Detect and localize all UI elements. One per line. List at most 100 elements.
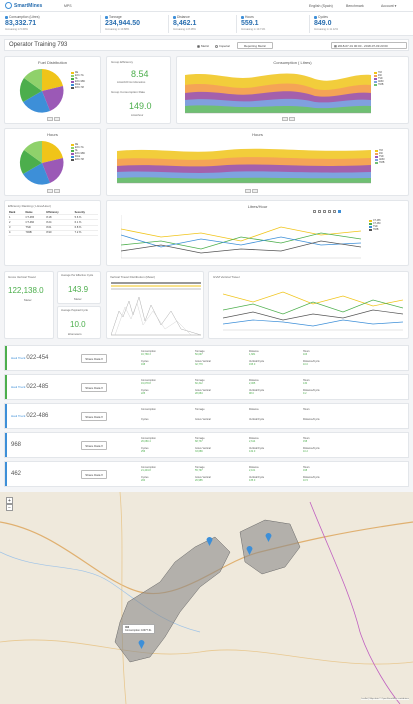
zoom-icon[interactable]	[313, 210, 316, 213]
map-attribution[interactable]: Leaflet | Map data © OpenStreetMap contr…	[361, 698, 409, 700]
consumption-chart-controls[interactable]	[282, 117, 295, 121]
lph-chart-title: Litres/Hour	[247, 204, 268, 209]
vt-distribution-chart[interactable]	[111, 281, 201, 337]
truck-row[interactable]: Haul Truck 022-485 Share Data ▾ Consumpti…	[4, 374, 409, 400]
column-header[interactable]: Name	[24, 210, 46, 216]
table-row[interactable]: 4 793B 8.90 7.2 %	[8, 230, 98, 236]
column-header[interactable]: Efficiency	[45, 210, 74, 216]
list-icon[interactable]	[245, 189, 251, 193]
lph-legend: CT-465 CT-460 TSD 793B	[369, 219, 381, 231]
gvm-vertical-title: GVM Vertical Travel	[213, 275, 240, 279]
avg-payload-label: Average Payload Cycle	[61, 309, 88, 312]
truck-row[interactable]: Haul Truck 022-486 Share Data ▾ Consumpti…	[4, 403, 409, 429]
share-data-button[interactable]: Share Data ▾	[81, 383, 107, 392]
share-data-button[interactable]: Share Data ▾	[81, 441, 107, 450]
kpi-distance: Distance 8,462.1 Increasing in 8.28%	[173, 15, 197, 31]
gross-vertical-panel: Gross Vertical Travel 122,138.0 Meter	[4, 271, 54, 339]
calendar-icon: ▦	[334, 44, 337, 48]
gross-vertical-title: Gross Vertical Travel	[8, 275, 36, 279]
map-marker-icon[interactable]	[206, 536, 213, 546]
nav-mps[interactable]: MPS	[64, 4, 72, 8]
zoom-out-button[interactable]: −	[6, 504, 13, 511]
avg-cycle-value: 143.9	[68, 285, 89, 294]
table-row[interactable]: 3 TSD 8.61 6.8 %	[8, 225, 98, 231]
efficiency-panel: Group Efficiency 8.54 Litres/100 ton kil…	[106, 56, 171, 124]
hours-chart-panel: Hours 793 460 TSD AMM 793B	[106, 128, 409, 196]
truck-row[interactable]: Haul Truck 022-454 Share Data ▾ Consumpti…	[4, 345, 409, 371]
lph-line-chart[interactable]	[121, 215, 361, 259]
map-view[interactable]: + − 462 Consumption: 16977.6L Leaflet | …	[0, 492, 413, 704]
date-range-picker[interactable]: ▦ 2018-07-01 00:00 - 2018-07-09 23:00	[331, 42, 407, 49]
nav-benchmark[interactable]: Benchmark	[346, 4, 364, 8]
radio-imperial[interactable]: Imperial	[215, 44, 230, 48]
hours-chart-legend: 793 460 TSD AMM 793B	[375, 149, 384, 164]
fuel-legend: DE EXC-TG NL EXC-SBC IDLE EXC-TM	[71, 71, 85, 89]
list-icon[interactable]	[47, 189, 53, 193]
map-marker-icon[interactable]	[138, 639, 145, 649]
truck-row[interactable]: 968 Share Data ▾ Consumption 26,080.4 Ton…	[4, 432, 409, 458]
avg-cycle-panel: Average Per Effective Cycle 143.9 Meter	[57, 271, 101, 304]
clock-icon	[241, 15, 244, 19]
nav-account[interactable]: Account ▾	[381, 4, 397, 8]
table-row[interactable]: 1 CT-465 8.18 5.6 %	[8, 214, 98, 221]
map-marker-icon[interactable]	[265, 532, 272, 542]
share-data-button[interactable]: Share Data ▾	[81, 470, 107, 479]
map-canvas[interactable]	[0, 492, 413, 704]
reporting-metric-button[interactable]: Reporting Metric	[237, 42, 273, 49]
ranking-title: Efficiency Ranking ( Litres/Hour)	[8, 204, 51, 208]
hours-pie-chart[interactable]	[17, 139, 67, 187]
cycle-icon	[314, 15, 317, 19]
divider	[168, 15, 169, 33]
top-navbar: SmartMines MPS English (Spain) Benchmark…	[0, 0, 413, 12]
chart-toolbar	[313, 210, 341, 213]
hours-pie-controls[interactable]	[47, 189, 60, 193]
kpi-hours: Hours 559.1 Increasing in 10.71%	[241, 15, 266, 31]
image-icon[interactable]	[54, 117, 60, 121]
image-icon[interactable]	[289, 117, 295, 121]
truck-row[interactable]: 462 Share Data ▾ Consumption 21,404.8 Ton…	[4, 461, 409, 487]
image-icon[interactable]	[252, 189, 258, 193]
zoom-in-icon[interactable]	[318, 210, 321, 213]
hours-chart-controls[interactable]	[245, 189, 258, 193]
hours-area-chart[interactable]	[117, 141, 371, 185]
efficiency-ranking-panel: Efficiency Ranking ( Litres/Hour) Rank N…	[4, 200, 101, 266]
home-icon[interactable]	[333, 210, 336, 213]
zoom-out-icon[interactable]	[323, 210, 326, 213]
hours-pie-title: Hours	[47, 132, 58, 137]
fuel-distribution-title: Fuel Distribution	[38, 60, 67, 65]
avg-payload-panel: Average Payload Cycle 10.0 kilometers	[57, 306, 101, 339]
kpi-tonnage: Tonnage 234,944.50 Increasing in 10.88%	[105, 15, 141, 31]
radio-metric[interactable]: Metric	[197, 44, 209, 48]
consumption-rate-label: Group Consumption Rate	[111, 90, 146, 94]
hours-pie-panel: Hours DE EXC-TG NL EXC-SBC IDLE EXC-TM	[4, 128, 101, 196]
gvm-line-chart[interactable]	[223, 284, 403, 332]
fuel-distribution-panel: Fuel Distribution DE EXC-TG NL EXC-SBC I…	[4, 56, 101, 124]
image-icon[interactable]	[54, 189, 60, 193]
road-icon	[173, 15, 176, 19]
fuel-pie-chart[interactable]	[17, 67, 67, 115]
app-logo[interactable]: SmartMines	[14, 3, 43, 9]
list-icon[interactable]	[282, 117, 288, 121]
litres-per-hour-panel: Litres/Hour CT-465 CT-460 TSD 793B	[106, 200, 409, 266]
consumption-area-chart[interactable]	[185, 67, 371, 115]
fuel-icon	[5, 15, 8, 19]
map-marker-icon[interactable]	[246, 545, 253, 555]
list-icon[interactable]	[47, 117, 53, 121]
gross-vertical-value: 122,138.0	[8, 286, 44, 295]
menu-icon[interactable]	[338, 210, 341, 213]
pan-icon[interactable]	[328, 210, 331, 213]
page-header: Operator Training 793 Metric Imperial Re…	[4, 39, 409, 51]
consumption-rate-value: 149.0	[129, 101, 152, 111]
zoom-in-button[interactable]: +	[6, 497, 13, 504]
column-header[interactable]: Rank	[8, 210, 25, 216]
hours-pie-legend: DE EXC-TG NL EXC-SBC IDLE EXC-TM	[71, 143, 85, 161]
fuel-chart-controls[interactable]	[47, 117, 60, 121]
table-row[interactable]: 2 CT-460 8.24 6.1 %	[8, 219, 98, 226]
consumption-chart-title: Consumption ( Litres)	[273, 60, 312, 65]
kpi-cycles: Cycles 849.0 Increasing in 11.12%	[314, 15, 339, 31]
share-data-button[interactable]: Share Data ▾	[81, 354, 107, 363]
nav-language[interactable]: English (Spain)	[309, 4, 333, 8]
hours-chart-title: Hours	[252, 132, 263, 137]
column-header[interactable]: Security	[73, 210, 98, 216]
share-data-button[interactable]: Share Data ▾	[81, 412, 107, 421]
